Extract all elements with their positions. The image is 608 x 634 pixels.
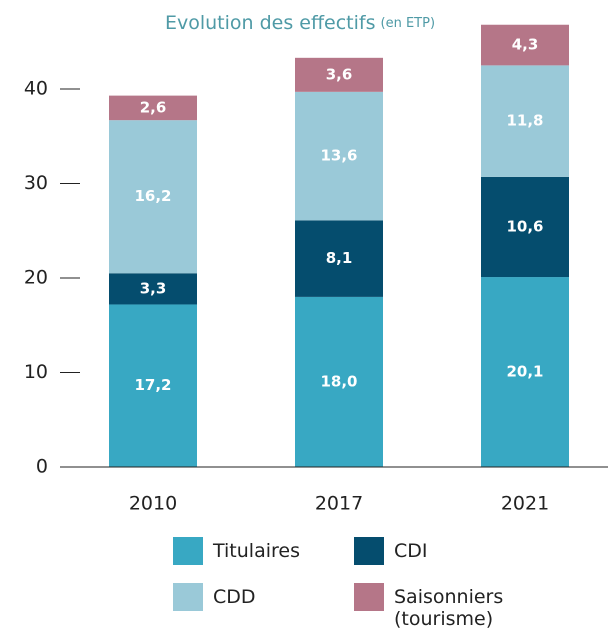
data-label: 10,6 <box>506 217 543 235</box>
legend-label: Saisonniers (tourisme) <box>394 586 504 630</box>
data-label: 3,3 <box>140 279 167 297</box>
bar-segment <box>295 57 383 92</box>
bar-segment <box>295 220 383 297</box>
data-label: 13,6 <box>320 147 357 165</box>
legend-item: CDD <box>173 583 333 611</box>
data-label: 2,6 <box>140 98 167 116</box>
legend-swatch <box>173 583 203 611</box>
chart: Evolution des effectifs (en ETP) 0 10 20 30 4… <box>24 12 608 515</box>
y-tick-label: 30 <box>24 172 48 194</box>
data-label: 11,8 <box>506 112 543 130</box>
legend-swatch <box>173 537 203 565</box>
data-label: 3,6 <box>326 65 353 83</box>
title: Evolution des effectifs <box>165 12 376 34</box>
chart-title: Evolution des effectifs (en ETP) <box>165 12 435 34</box>
subtitle: (en ETP) <box>381 16 436 31</box>
x-tick-label: 2010 <box>129 493 177 515</box>
legend-item: Saisonniers (tourisme) <box>354 583 514 630</box>
legend-item: CDI <box>354 537 514 565</box>
bar-segment <box>109 120 197 274</box>
data-label: 16,2 <box>134 187 171 205</box>
legend-label: CDI <box>394 540 428 562</box>
data-label: 8,1 <box>326 249 353 267</box>
legend: Titulaires CDI CDD Saisonniers (tourisme) <box>0 530 608 634</box>
x-tick-label: 2021 <box>501 493 549 515</box>
y-tick-label: 10 <box>24 361 48 383</box>
bar-segment <box>481 65 569 177</box>
legend-item: Titulaires <box>173 537 333 565</box>
bar-segment <box>481 277 569 467</box>
legend-label: CDD <box>213 586 256 608</box>
bar-segment <box>109 95 197 121</box>
legend-label: Titulaires <box>213 540 300 562</box>
data-label: 4,3 <box>512 36 539 54</box>
bar-segment <box>481 24 569 66</box>
bar-segment <box>295 296 383 467</box>
legend-swatch <box>354 583 384 611</box>
data-label: 17,2 <box>134 376 171 394</box>
y-tick-label: 20 <box>24 267 48 289</box>
y-tick-label: 40 <box>24 78 48 100</box>
bar-segment <box>481 176 569 278</box>
x-tick-label: 2017 <box>315 493 363 515</box>
data-label: 20,1 <box>506 363 543 381</box>
bar-segment <box>109 304 197 467</box>
legend-swatch <box>354 537 384 565</box>
y-tick-label: 0 <box>36 456 48 478</box>
bar-segment <box>295 91 383 221</box>
data-label: 18,0 <box>320 372 357 390</box>
bar-segment <box>109 273 197 305</box>
